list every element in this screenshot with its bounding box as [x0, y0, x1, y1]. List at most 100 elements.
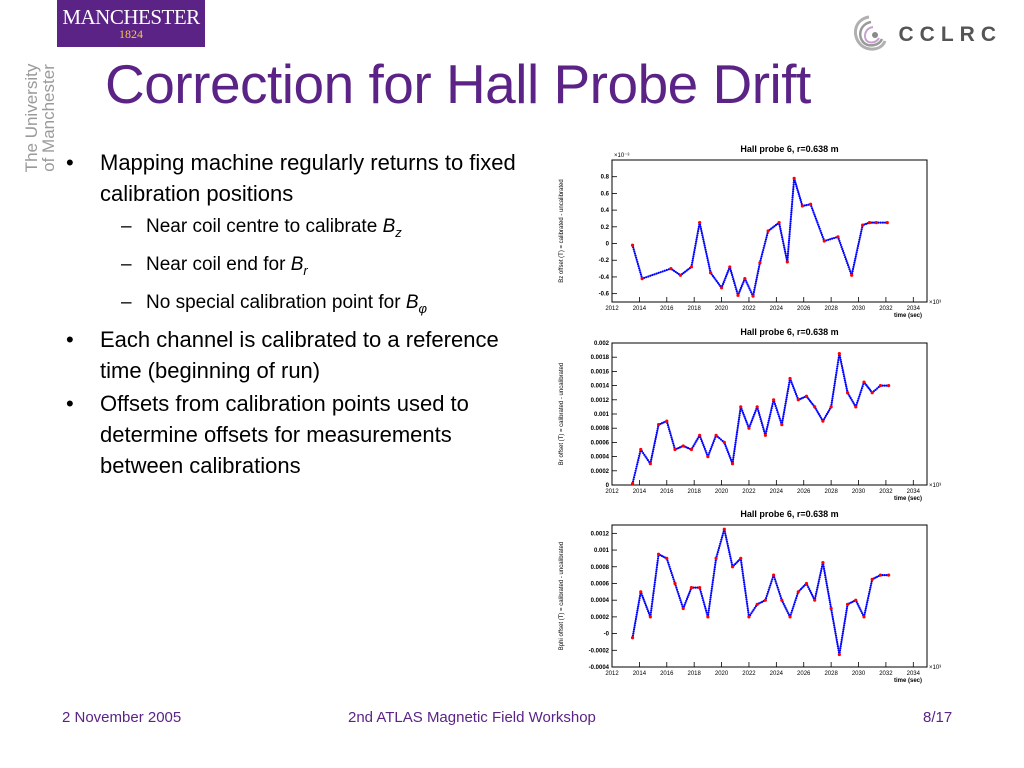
trail-marker	[790, 209, 793, 212]
trail-marker	[734, 286, 737, 289]
trail-marker	[769, 582, 772, 585]
trail-marker	[787, 250, 790, 253]
trail-marker	[836, 361, 840, 364]
trail-marker	[655, 431, 658, 434]
trail-marker	[835, 369, 838, 372]
y-tick-label: 0.0016	[591, 369, 610, 375]
chart-title: Hall probe 6, r=0.638 m	[740, 327, 838, 337]
x-tick-label: 2028	[824, 671, 838, 677]
trail-marker	[866, 601, 869, 604]
trail-marker	[867, 596, 870, 600]
trail-marker	[721, 534, 724, 537]
trail-marker	[728, 454, 731, 458]
trail-marker	[732, 454, 735, 457]
data-point	[861, 223, 865, 227]
trail-marker	[638, 267, 641, 270]
trail-marker	[851, 267, 855, 271]
trail-marker	[723, 279, 726, 282]
trail-marker	[809, 589, 812, 592]
trail-marker	[693, 443, 696, 446]
y-tick-label: 0.8	[601, 175, 610, 181]
trail-marker	[705, 252, 708, 256]
trail-marker	[838, 649, 842, 652]
trail-marker	[705, 611, 708, 614]
trail-marker	[783, 408, 786, 412]
bullet-item: Each channel is calibrated to a referenc…	[66, 324, 536, 386]
trail-marker	[752, 415, 755, 418]
trail-marker	[811, 402, 814, 405]
trail-marker	[675, 586, 678, 589]
trail-marker	[645, 457, 648, 460]
trail-marker	[820, 233, 824, 236]
trail-marker	[746, 283, 749, 286]
trail-marker	[788, 235, 791, 238]
trail-marker	[784, 402, 787, 405]
trail-marker	[724, 532, 727, 535]
trail-marker	[760, 422, 763, 425]
trail-marker	[831, 613, 834, 616]
trail-marker	[725, 273, 728, 276]
trail-marker	[724, 445, 727, 448]
trail-marker	[726, 544, 730, 547]
trail-marker	[800, 200, 803, 204]
trail-marker	[709, 447, 712, 450]
data-point	[706, 455, 710, 459]
data-point	[763, 433, 767, 437]
trail-marker	[775, 584, 779, 587]
trail-marker	[763, 244, 766, 247]
trail-marker	[713, 568, 716, 571]
trail-marker	[692, 253, 695, 256]
trail-marker	[741, 568, 744, 571]
trail-marker	[735, 431, 739, 434]
trail-marker	[767, 421, 770, 424]
x-tick-label: 2030	[852, 489, 866, 495]
trail-marker	[711, 581, 714, 584]
trail-marker	[745, 598, 748, 601]
trail-marker	[782, 244, 785, 247]
data-point	[854, 405, 858, 409]
trail-marker	[828, 601, 832, 604]
trail-marker	[822, 565, 825, 568]
trail-marker	[810, 401, 813, 404]
trail-marker	[654, 574, 657, 577]
trail-marker	[650, 458, 653, 461]
trail-marker	[765, 427, 768, 431]
x-tick-label: 2024	[770, 306, 784, 312]
trail-marker	[849, 601, 852, 604]
trail-marker	[791, 607, 794, 610]
trail-marker	[775, 406, 778, 410]
trail-marker	[765, 430, 768, 433]
trail-marker	[842, 371, 845, 374]
trail-marker	[827, 592, 830, 596]
data-point	[870, 577, 874, 581]
trail-marker	[744, 594, 748, 597]
trail-marker	[633, 252, 637, 255]
trail-marker	[766, 592, 769, 596]
trail-marker	[677, 592, 680, 596]
trail-marker	[842, 251, 845, 255]
trail-marker	[778, 225, 782, 228]
trail-marker	[649, 611, 653, 614]
trail-marker	[790, 211, 793, 214]
trail-marker	[867, 387, 870, 390]
trail-marker	[802, 585, 805, 588]
trail-marker	[706, 259, 709, 262]
trail-marker	[703, 605, 707, 608]
trail-marker	[739, 559, 743, 562]
trail-marker	[741, 409, 744, 412]
trail-marker	[716, 281, 720, 284]
trail-marker	[808, 399, 812, 402]
trail-marker	[734, 443, 737, 446]
trail-marker	[701, 236, 704, 239]
trail-marker	[638, 599, 641, 602]
data-point	[829, 405, 833, 409]
trail-marker	[770, 227, 773, 230]
trail-marker	[883, 574, 886, 577]
trail-marker	[864, 609, 867, 612]
trail-marker	[807, 586, 810, 589]
x-tick-label: 2032	[879, 671, 893, 677]
trail-marker	[738, 290, 741, 293]
data-point	[751, 294, 755, 298]
trail-marker	[856, 247, 859, 250]
trail-marker	[833, 380, 837, 383]
